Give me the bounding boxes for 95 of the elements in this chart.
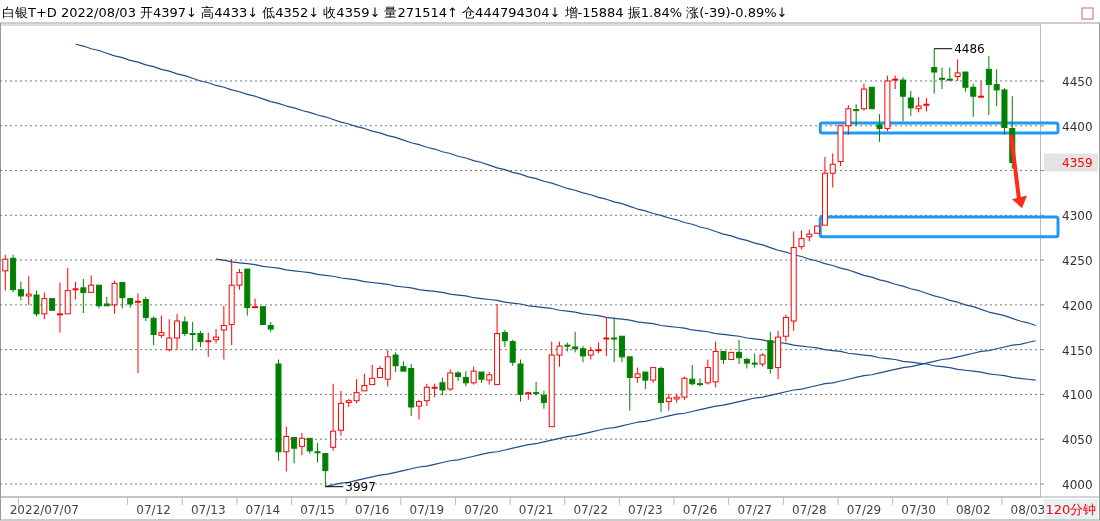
candlestick (56, 282, 63, 334)
candlestick (470, 366, 477, 386)
candlestick (494, 303, 501, 386)
candlestick (876, 113, 883, 143)
x-tick-label: 07/19 (409, 503, 445, 517)
y-tick-label: 4150 (1062, 343, 1093, 358)
candlestick (337, 390, 344, 437)
candlestick (728, 351, 735, 361)
candlestick (603, 316, 610, 357)
candlestick (978, 80, 985, 98)
candlestick (572, 331, 579, 353)
candlestick (291, 436, 298, 464)
candlestick (697, 377, 704, 387)
candlestick (322, 453, 329, 488)
chart-title: 白银T+D 2022/08/03 开4397↓ 高4433↓ 低4352↓ 收4359↓ 量271514↑ 仓444794304↓ 增-15884 振1.84% 涨(-39)-0.89%↓ (2, 5, 788, 20)
x-tick-label: 07/21 (518, 503, 554, 517)
candlestick (782, 314, 789, 343)
candlestick (462, 370, 469, 387)
candlestick (853, 103, 860, 127)
y-tick-label: 4200 (1062, 298, 1093, 313)
candlestick (946, 67, 953, 81)
x-tick-label: 07/13 (190, 503, 226, 517)
candlestick (821, 156, 828, 226)
candlestick (954, 58, 961, 82)
candlestick (939, 67, 946, 90)
y-tick-label: 4300 (1062, 209, 1093, 224)
candlestick (743, 357, 750, 369)
x-tick-label: 07/12 (136, 503, 171, 517)
x-tick-label: 07/22 (573, 503, 609, 517)
candlestick (868, 86, 875, 110)
candlestick (985, 55, 992, 116)
candlestick (829, 153, 836, 189)
x-tick-label: 07/23 (628, 503, 663, 517)
y-tick-label: 4450 (1062, 74, 1093, 89)
candlestick (298, 432, 305, 456)
candlestick (533, 381, 540, 396)
x-tick-label: 07/16 (354, 503, 390, 517)
y-tick-label: 4250 (1062, 254, 1093, 269)
candlestick (736, 339, 743, 365)
candlestick (213, 328, 220, 344)
line-series (74, 43, 1037, 327)
candlestick (416, 399, 423, 421)
candlestick (376, 365, 383, 378)
candlestick (64, 267, 71, 315)
candlestick (525, 392, 532, 401)
annotation: 3997 (345, 479, 376, 494)
candlestick (220, 305, 227, 361)
candlestick (369, 364, 376, 386)
x-tick-label: 07/29 (846, 503, 882, 517)
text: 120分钟 (1045, 502, 1097, 517)
text: 4359 (1062, 156, 1093, 171)
candlestick (17, 281, 24, 301)
candlestick (259, 306, 266, 326)
candlestick (95, 284, 102, 309)
candlestick (361, 373, 368, 392)
x-tick-label: 2022/07/07 (9, 503, 79, 517)
candlestick (775, 330, 782, 380)
y-tick-label: 4050 (1062, 433, 1093, 448)
candlestick (244, 268, 251, 317)
candlestick (720, 350, 727, 365)
candlestick (88, 274, 95, 293)
candlestick (658, 366, 664, 413)
x-tick-label: 07/20 (464, 503, 499, 517)
candlestick (252, 298, 259, 309)
x-tick-label: 07/15 (300, 503, 335, 517)
candlestick (790, 230, 797, 332)
annotation: 4486 (954, 41, 985, 56)
x-tick-label: 07/27 (737, 503, 772, 517)
candlestick (119, 282, 126, 309)
candlestick (10, 254, 17, 293)
y-tick-label: 4400 (1062, 119, 1093, 134)
x-tick-label: 07/30 (901, 503, 936, 517)
candlestick (540, 390, 547, 410)
candlestick (860, 83, 867, 112)
candlestick (618, 335, 625, 363)
y-tick-label: 4100 (1062, 388, 1093, 403)
candlestick (501, 329, 508, 348)
x-tick-label: 07/26 (682, 503, 718, 517)
candlestick (931, 48, 938, 95)
candlestick (135, 292, 141, 374)
y-tick-label: 4000 (1062, 478, 1093, 493)
x-tick-label: 08/02 (955, 503, 991, 517)
candlestick (814, 225, 821, 234)
x-tick-label: 08/03 (1010, 503, 1046, 517)
candlestick (626, 356, 633, 412)
candlestick (899, 76, 906, 122)
x-tick-label: 07/14 (245, 503, 281, 517)
candlestick (174, 313, 181, 351)
candlestick (41, 291, 48, 320)
candlestick (49, 298, 56, 311)
candlestick (611, 316, 618, 363)
candlestick (579, 345, 586, 363)
x-tick-label: 07/28 (792, 503, 827, 517)
candlestick (283, 426, 290, 472)
candlestick (455, 370, 462, 382)
